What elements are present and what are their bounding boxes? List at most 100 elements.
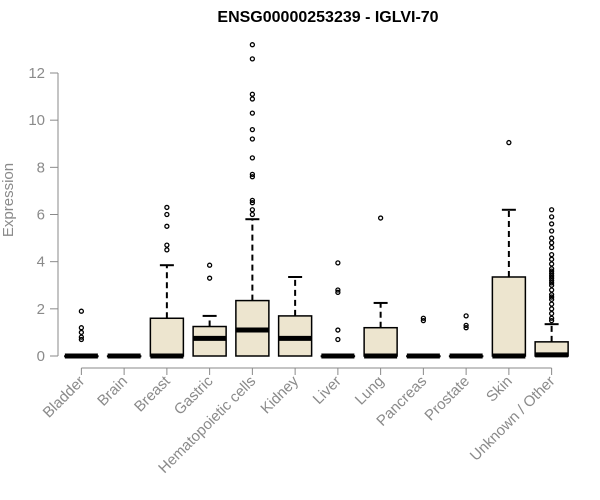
outlier-point: [463, 325, 469, 331]
outlier-point: [249, 91, 256, 97]
y-tick-label: 12: [28, 65, 45, 82]
outlier-point: [78, 336, 85, 343]
outlier-point: [463, 313, 469, 319]
box: [491, 276, 527, 357]
box-group: [534, 207, 569, 358]
chart-title: ENSG00000253239 - IGLVI-70: [217, 9, 438, 26]
outlier-point: [548, 282, 555, 288]
y-tick-label: 2: [37, 301, 45, 318]
boxes: [64, 42, 569, 359]
outlier-point: [377, 215, 384, 221]
outlier-point: [206, 262, 213, 268]
outlier-point: [548, 296, 555, 303]
y-axis-label: Expression: [0, 163, 17, 237]
box-group: [491, 139, 527, 359]
outlier-point: [463, 322, 469, 328]
box-group: [149, 204, 185, 359]
outlier-point: [548, 301, 555, 307]
outlier-point: [548, 261, 555, 267]
outlier-point: [249, 197, 256, 204]
y-tick-label: 8: [37, 159, 45, 176]
outlier-point: [548, 240, 555, 246]
outlier-point: [548, 317, 555, 324]
outlier-point: [548, 266, 555, 272]
y-tick-label: 0: [37, 348, 45, 365]
outlier-point: [420, 315, 427, 321]
outlier-point: [249, 171, 256, 178]
box: [149, 317, 185, 357]
box: [192, 325, 227, 357]
outlier-point: [548, 275, 555, 281]
outlier-point: [548, 221, 555, 227]
outlier-point: [548, 287, 555, 293]
outlier-point: [249, 200, 256, 206]
outlier-point: [249, 110, 256, 116]
box-group: [235, 42, 270, 357]
box-group: [448, 313, 484, 359]
outlier-point: [249, 42, 256, 48]
outlier-point: [335, 260, 341, 266]
outlier-point: [506, 139, 512, 146]
outlier-point: [335, 327, 341, 333]
outlier-point: [78, 308, 85, 314]
x-tick-label: Liver: [310, 373, 345, 408]
outlier-point: [548, 277, 555, 284]
outlier-point: [164, 242, 170, 248]
outlier-point: [249, 211, 256, 218]
outlier-point: [164, 247, 170, 253]
box-group: [406, 315, 441, 359]
outlier-point: [78, 325, 85, 331]
x-tick-label: Skin: [483, 373, 516, 406]
box-group: [320, 260, 356, 359]
outlier-point: [548, 251, 555, 258]
outlier-point: [249, 207, 256, 213]
outlier-point: [164, 223, 170, 229]
outlier-point: [548, 235, 555, 241]
box-group: [192, 262, 227, 357]
x-tick-label: Brain: [94, 373, 131, 410]
outlier-point: [548, 280, 555, 286]
outlier-point: [78, 334, 85, 340]
outlier-point: [548, 310, 555, 317]
outlier-point: [548, 256, 555, 262]
y-tick-label: 4: [37, 254, 45, 271]
box-group: [64, 308, 99, 359]
box-group: [277, 275, 313, 357]
box-group: [106, 353, 142, 359]
x-tick-label: Prostate: [421, 373, 473, 425]
outlier-point: [206, 275, 213, 281]
outlier-point: [335, 336, 341, 343]
outlier-point: [164, 211, 170, 218]
outlier-point: [548, 306, 555, 312]
outlier-point: [249, 174, 256, 180]
outlier-point: [249, 136, 256, 142]
outlier-point: [420, 317, 427, 324]
outlier-point: [164, 204, 170, 211]
outlier-point: [335, 289, 341, 295]
x-tick-label: Lung: [352, 373, 388, 409]
y-tick-label: 10: [28, 112, 45, 129]
box-group: [363, 215, 398, 359]
y-tick-label: 6: [37, 207, 45, 224]
box: [363, 326, 398, 357]
outlier-point: [548, 273, 555, 279]
outlier-point: [249, 56, 256, 62]
outlier-point: [78, 329, 85, 336]
outlier-point: [548, 244, 555, 251]
outlier-point: [548, 315, 555, 321]
outlier-point: [335, 287, 341, 293]
outlier-point: [548, 270, 555, 277]
outlier-point: [249, 96, 256, 102]
outlier-point: [548, 292, 555, 298]
outlier-point: [548, 268, 555, 274]
x-tick-label: Breast: [131, 372, 174, 415]
outlier-point: [548, 214, 555, 220]
outlier-point: [249, 126, 256, 133]
outlier-point: [548, 228, 555, 234]
x-tick-label: Bladder: [40, 373, 89, 422]
outlier-point: [548, 207, 555, 213]
outlier-point: [548, 294, 555, 300]
x-tick-label: Kidney: [257, 372, 302, 417]
